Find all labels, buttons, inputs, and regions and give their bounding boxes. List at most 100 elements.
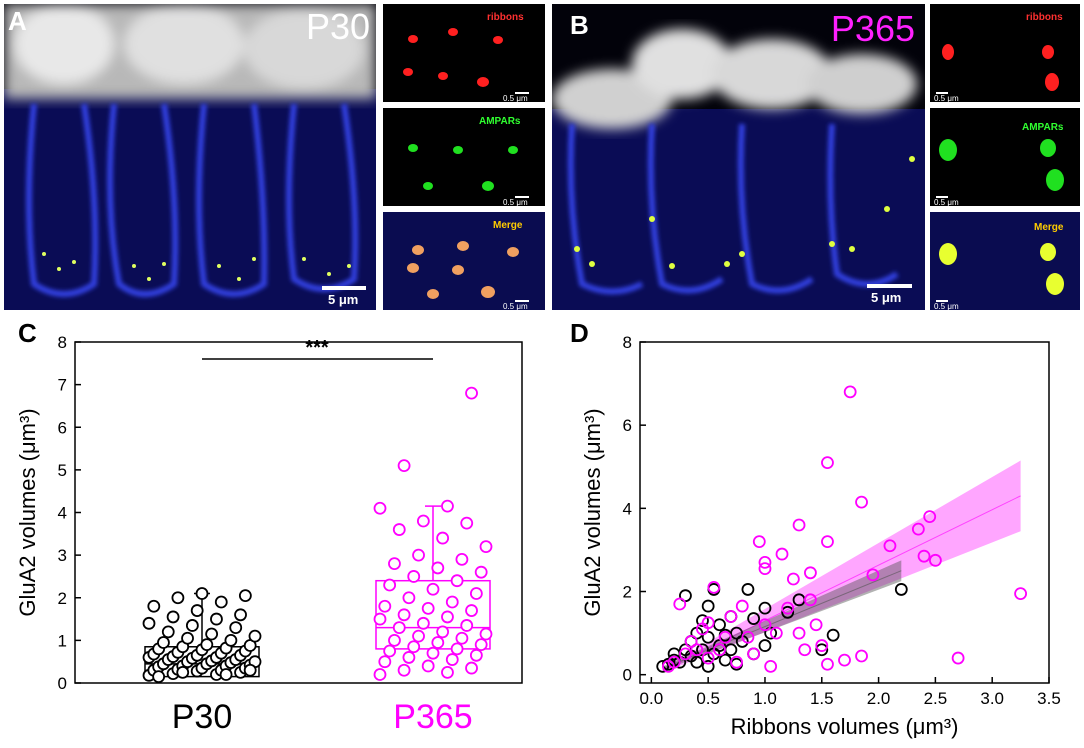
data-point: [713, 618, 726, 632]
white-hair-bundles: [552, 29, 917, 129]
data-point: [407, 570, 421, 583]
data-point: [152, 670, 166, 684]
data-point: [804, 566, 817, 580]
data-point: [392, 523, 406, 536]
data-point: [234, 608, 247, 622]
data-point: [171, 591, 185, 605]
data-point: [455, 552, 469, 566]
inset-label-ribbons: ribbons: [1026, 12, 1063, 23]
data-point: [426, 646, 440, 660]
panel-a-main-svg: [4, 4, 376, 310]
data-point: [883, 539, 897, 553]
y-tick-label: 5: [58, 461, 67, 480]
data-point: [373, 612, 387, 626]
data-point: [229, 621, 243, 634]
data-point: [378, 599, 392, 613]
data-point: [855, 495, 868, 509]
data-point: [176, 665, 190, 679]
data-point: [166, 610, 180, 624]
data-point: [402, 651, 416, 664]
data-point: [465, 604, 478, 617]
data-point: [388, 557, 401, 571]
data-point: [426, 582, 440, 596]
data-point: [185, 619, 199, 632]
data-point: [928, 553, 942, 567]
data-point: [373, 501, 387, 515]
scale-label-b: 5 μm: [871, 290, 902, 305]
data-point: [474, 565, 488, 579]
panel-a-inset-ampars: AMPARs 0.5 μm: [383, 108, 545, 206]
x-tick-label: 2.0: [867, 689, 891, 708]
data-point: [821, 535, 834, 549]
white-hair-bundles: [4, 4, 376, 99]
data-point: [407, 640, 421, 654]
data-point: [758, 556, 772, 569]
inset-label-merge: Merge: [1034, 222, 1064, 233]
data-point: [421, 602, 435, 615]
data-point: [758, 601, 772, 615]
data-point: [656, 659, 670, 673]
data-point: [798, 643, 812, 657]
inset-scale-label: 0.5 μm: [934, 302, 959, 310]
data-point: [747, 612, 761, 625]
panel-a-inset-ribbons: ribbons 0.5 μm: [383, 4, 545, 102]
data-point: [397, 663, 411, 677]
data-point: [843, 385, 857, 399]
data-point: [157, 636, 170, 649]
panel-a-inset-merge: Merge 0.5 μm: [383, 212, 545, 310]
data-point: [911, 522, 925, 536]
panel-b-inset-ribbons: ribbons 0.5 μm: [930, 4, 1080, 102]
x-tick-label: 2.5: [924, 689, 948, 708]
data-point: [718, 630, 732, 644]
x-tick-label: 0.5: [696, 689, 720, 708]
data-point: [373, 668, 387, 681]
data-point: [214, 595, 228, 609]
data-point: [792, 626, 806, 640]
inset-scale-label: 0.5 μm: [934, 198, 959, 206]
data-point: [758, 618, 772, 632]
scale-bar-a: [322, 286, 366, 290]
data-point: [923, 510, 937, 524]
panel-b-letter: B: [570, 10, 589, 40]
x-tick-label: 3.0: [980, 689, 1004, 708]
panel-b-stage-label: P365: [830, 8, 915, 49]
data-point: [690, 655, 704, 669]
data-point: [383, 644, 397, 658]
data-point: [730, 655, 743, 669]
data-point: [181, 631, 194, 645]
data-point: [455, 631, 469, 645]
y-tick-label: 2: [58, 589, 67, 608]
data-point: [724, 610, 738, 623]
y-tick-label: 3: [58, 546, 67, 565]
data-point: [436, 625, 450, 639]
data-point: [667, 655, 681, 669]
data-point: [412, 548, 425, 562]
y-tick-label: 1: [58, 631, 67, 650]
panel-d-letter: D: [570, 318, 589, 348]
x-tick-label: 1.0: [753, 689, 777, 708]
scale-bar-b: [867, 284, 912, 288]
data-point: [436, 531, 450, 545]
data-point: [195, 587, 209, 600]
scale-label-a: 5 μm: [328, 292, 359, 307]
x-category-label: P365: [393, 698, 472, 736]
data-point: [397, 459, 411, 473]
y-tick-label: 7: [58, 376, 67, 395]
data-point: [205, 627, 219, 641]
data-point: [855, 649, 868, 663]
x-category-label: P30: [172, 698, 233, 736]
data-point: [445, 595, 459, 609]
data-point: [1014, 587, 1027, 600]
data-point: [735, 599, 749, 613]
data-point: [441, 665, 454, 679]
data-point: [781, 601, 795, 615]
series-p365: [373, 386, 493, 681]
data-point: [397, 608, 411, 622]
data-point: [707, 580, 721, 594]
data-point: [821, 456, 834, 469]
data-point: [392, 621, 406, 634]
data-point: [416, 514, 430, 528]
data-point: [383, 578, 397, 592]
data-point: [243, 663, 257, 677]
